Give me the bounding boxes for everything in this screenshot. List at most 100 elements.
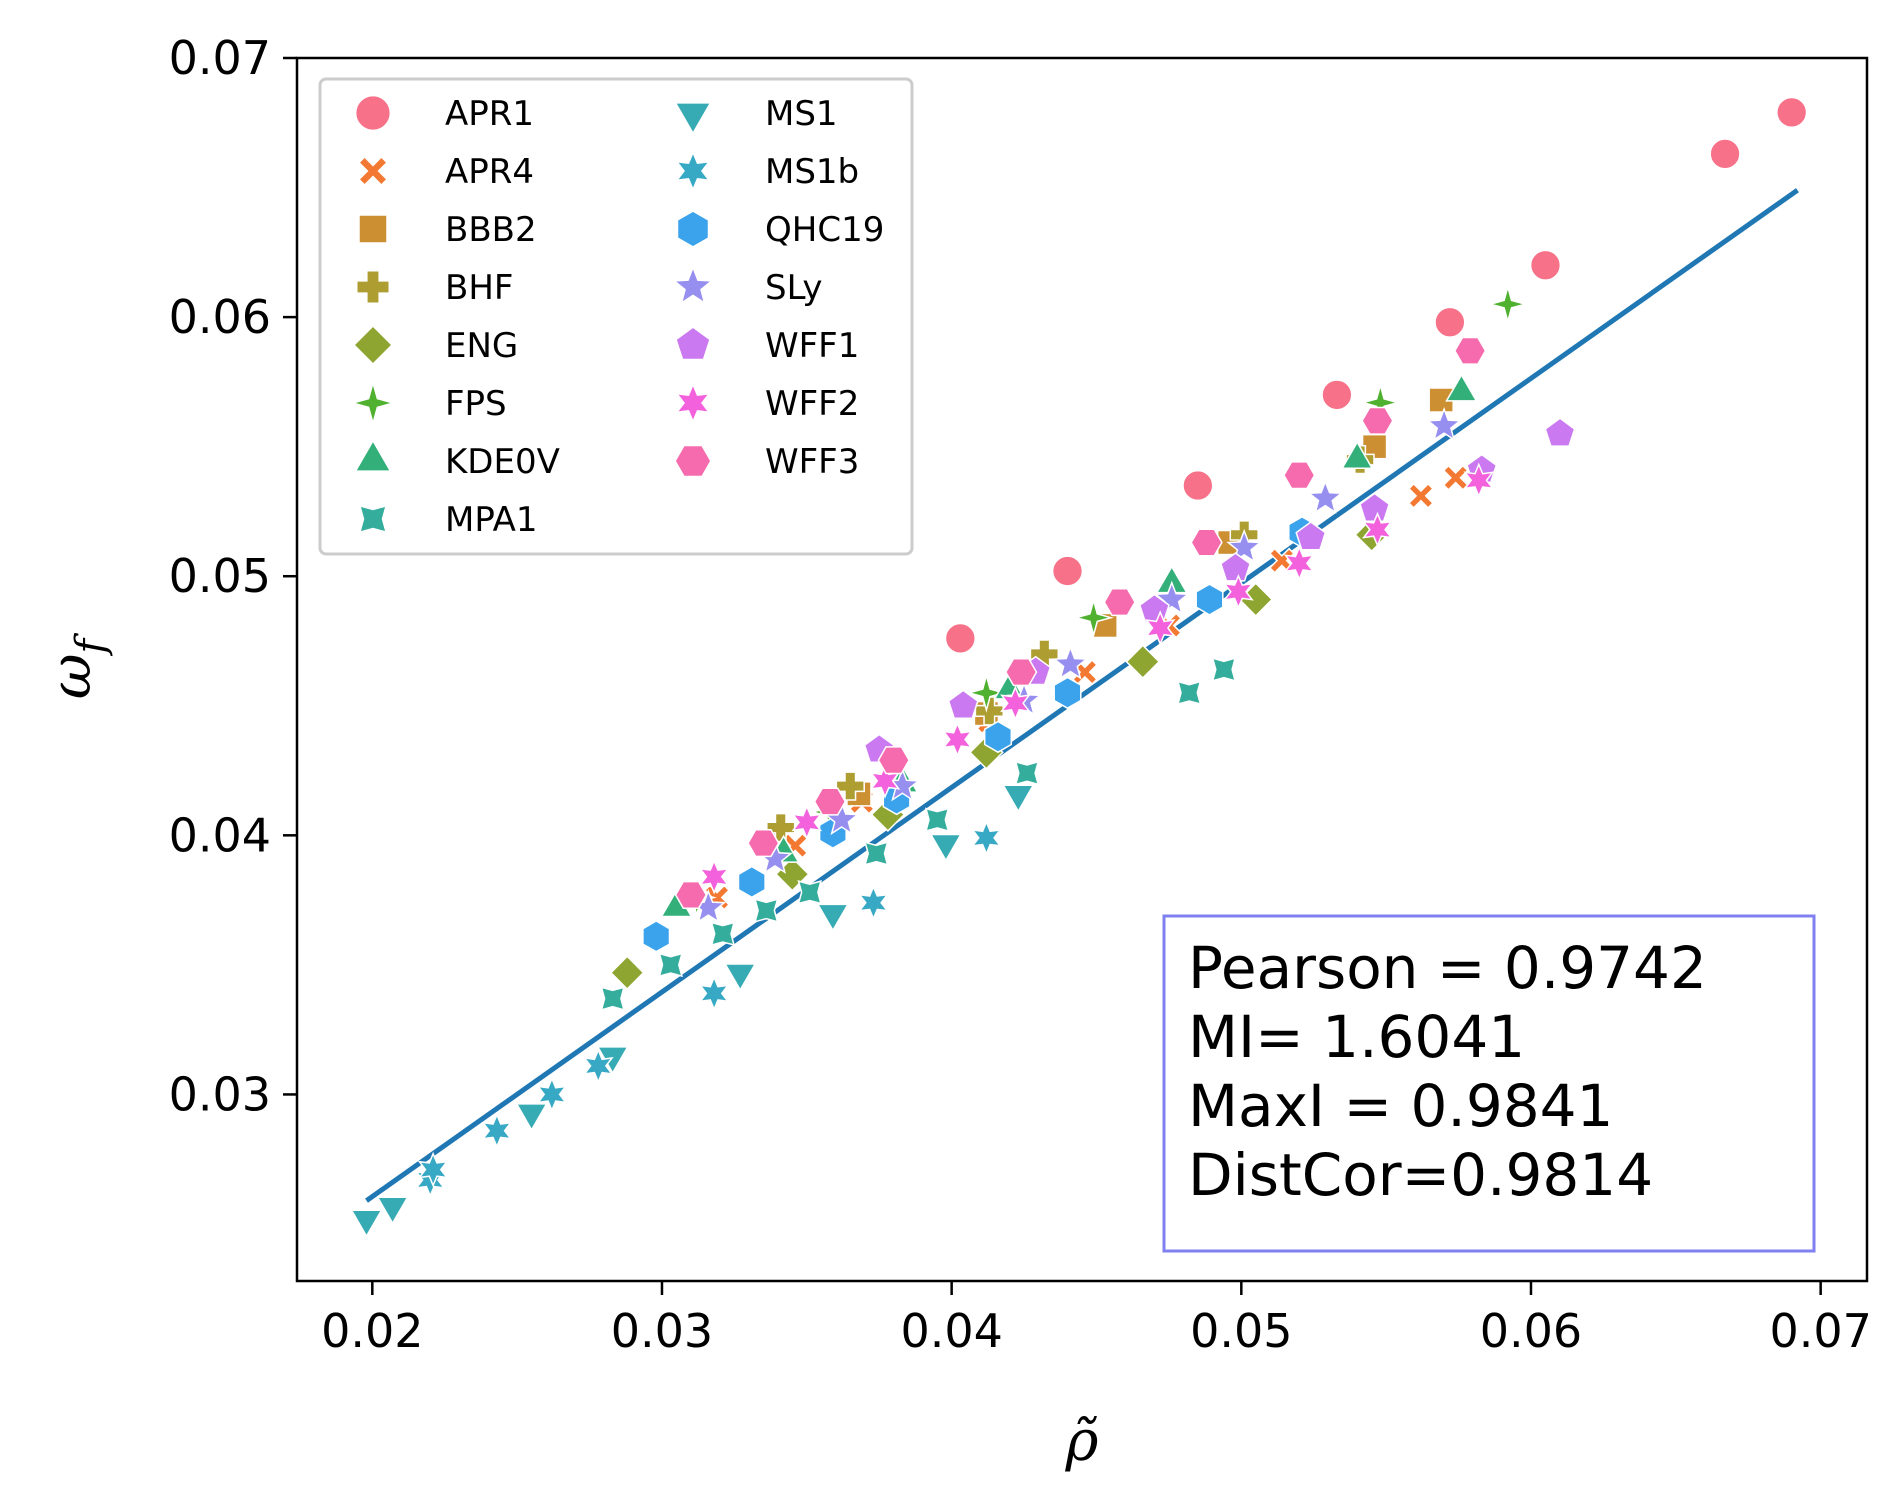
series-qhc19 (642, 515, 1317, 953)
legend-marker (354, 439, 392, 472)
legend-label: MS1 (765, 94, 838, 134)
legend-item-ms1b: MS1b (675, 150, 859, 192)
legend-item-mpa1: MPA1 (358, 500, 538, 540)
data-point (1307, 479, 1344, 514)
data-point (1226, 528, 1263, 563)
data-point (1445, 373, 1478, 402)
data-point (1442, 464, 1469, 491)
x-tick-label: 0.05 (1190, 1304, 1292, 1358)
data-point (924, 807, 950, 833)
data-point (1426, 406, 1463, 442)
data-point (1407, 482, 1434, 509)
data-point (941, 721, 973, 758)
legend-marker (350, 380, 396, 426)
data-point (1709, 138, 1741, 170)
data-point (1223, 573, 1254, 610)
series-mpa1 (600, 657, 1237, 1011)
regression-line (365, 188, 1799, 1203)
y-tick-label: 0.06 (169, 290, 271, 344)
data-point (350, 1209, 383, 1238)
legend-frame (318, 77, 914, 556)
series-apr1 (944, 96, 1808, 655)
data-point (737, 865, 766, 899)
stats-box: Pearson = 0.9742 MI= 1.6041 MaxI = 0.984… (1162, 914, 1816, 1253)
data-point (481, 1112, 513, 1149)
stats-box-frame (1162, 914, 1816, 1253)
data-point (1283, 545, 1315, 582)
legend-label: SLy (765, 268, 823, 308)
data-point (1776, 96, 1808, 129)
x-axis-title: ρ̃ (1065, 1409, 1099, 1474)
legend-item-qhc19: QHC19 (676, 210, 884, 250)
legend-item-fps: FPS (350, 380, 507, 426)
series-wff2 (698, 462, 1495, 895)
y-tick-label: 0.03 (169, 1067, 271, 1121)
data-point (1182, 469, 1214, 502)
stats-line-distcor: DistCor=0.9814 (1188, 1141, 1653, 1209)
legend-label: MPA1 (445, 500, 538, 540)
x-tick-label: 0.07 (1769, 1304, 1871, 1358)
data-point (1295, 521, 1327, 551)
x-tick-label: 0.04 (900, 1304, 1002, 1358)
data-point (877, 746, 910, 775)
legend-item-wff3: WFF3 (674, 442, 859, 482)
legend-label: ENG (445, 326, 518, 366)
data-point (966, 672, 1007, 713)
legend-item-wff2: WFF2 (675, 382, 859, 424)
data-point (609, 955, 645, 991)
y-axis-title: ωf (39, 633, 114, 700)
data-point (1529, 249, 1562, 281)
x-tick-label: 0.03 (611, 1304, 713, 1358)
data-point (929, 833, 963, 862)
data-point (1004, 658, 1038, 687)
data-point (971, 820, 1002, 856)
data-point (816, 903, 850, 932)
data-point (797, 880, 822, 905)
data-point (1434, 306, 1466, 338)
legend-marker (358, 504, 388, 534)
x-tick-label: 0.06 (1480, 1304, 1582, 1358)
x-axis: 0.02 0.03 0.04 0.05 0.06 0.07 (321, 1281, 1872, 1358)
data-point (858, 884, 889, 921)
stats-line-maxi: MaxI = 0.9841 (1188, 1072, 1613, 1140)
data-point (1195, 583, 1224, 616)
data-point (1051, 555, 1084, 587)
data-point (1463, 462, 1495, 499)
legend-marker (675, 150, 711, 192)
data-point (710, 921, 736, 947)
data-point (1321, 379, 1353, 411)
stats-line-pearson: Pearson = 0.9742 (1188, 934, 1707, 1002)
data-point (642, 920, 671, 953)
y-tick-label: 0.05 (169, 549, 271, 603)
series-ms1 (350, 784, 1035, 1238)
data-point (1487, 284, 1528, 325)
data-point (1211, 657, 1237, 682)
series-ms1b (414, 820, 1002, 1198)
legend-label: WFF2 (765, 384, 859, 424)
data-point (698, 975, 730, 1012)
legend-label: APR4 (445, 152, 534, 192)
data-point (835, 771, 865, 801)
legend-label: MS1b (765, 152, 859, 192)
data-point (1073, 597, 1114, 638)
legend-label: BHF (445, 268, 513, 308)
data-point (674, 880, 708, 909)
data-point (947, 689, 979, 719)
data-point (582, 1048, 614, 1084)
legend-label: BBB2 (445, 210, 537, 250)
data-point (1453, 336, 1487, 365)
data-point (1052, 645, 1089, 680)
legend-marker (358, 214, 388, 244)
data-point (1361, 406, 1394, 435)
data-point (1340, 440, 1374, 470)
data-point (747, 829, 780, 858)
data-point (417, 1151, 449, 1188)
y-axis: 0.03 0.04 0.05 0.06 0.07 (169, 31, 297, 1121)
data-point (698, 858, 730, 895)
legend-label: WFF1 (765, 326, 859, 366)
legend-item-wff1: WFF1 (675, 326, 859, 366)
data-point (1361, 511, 1393, 548)
data-point (791, 804, 823, 841)
y-tick-label: 0.07 (169, 31, 271, 85)
legend-item-apr1: APR1 (354, 94, 534, 134)
